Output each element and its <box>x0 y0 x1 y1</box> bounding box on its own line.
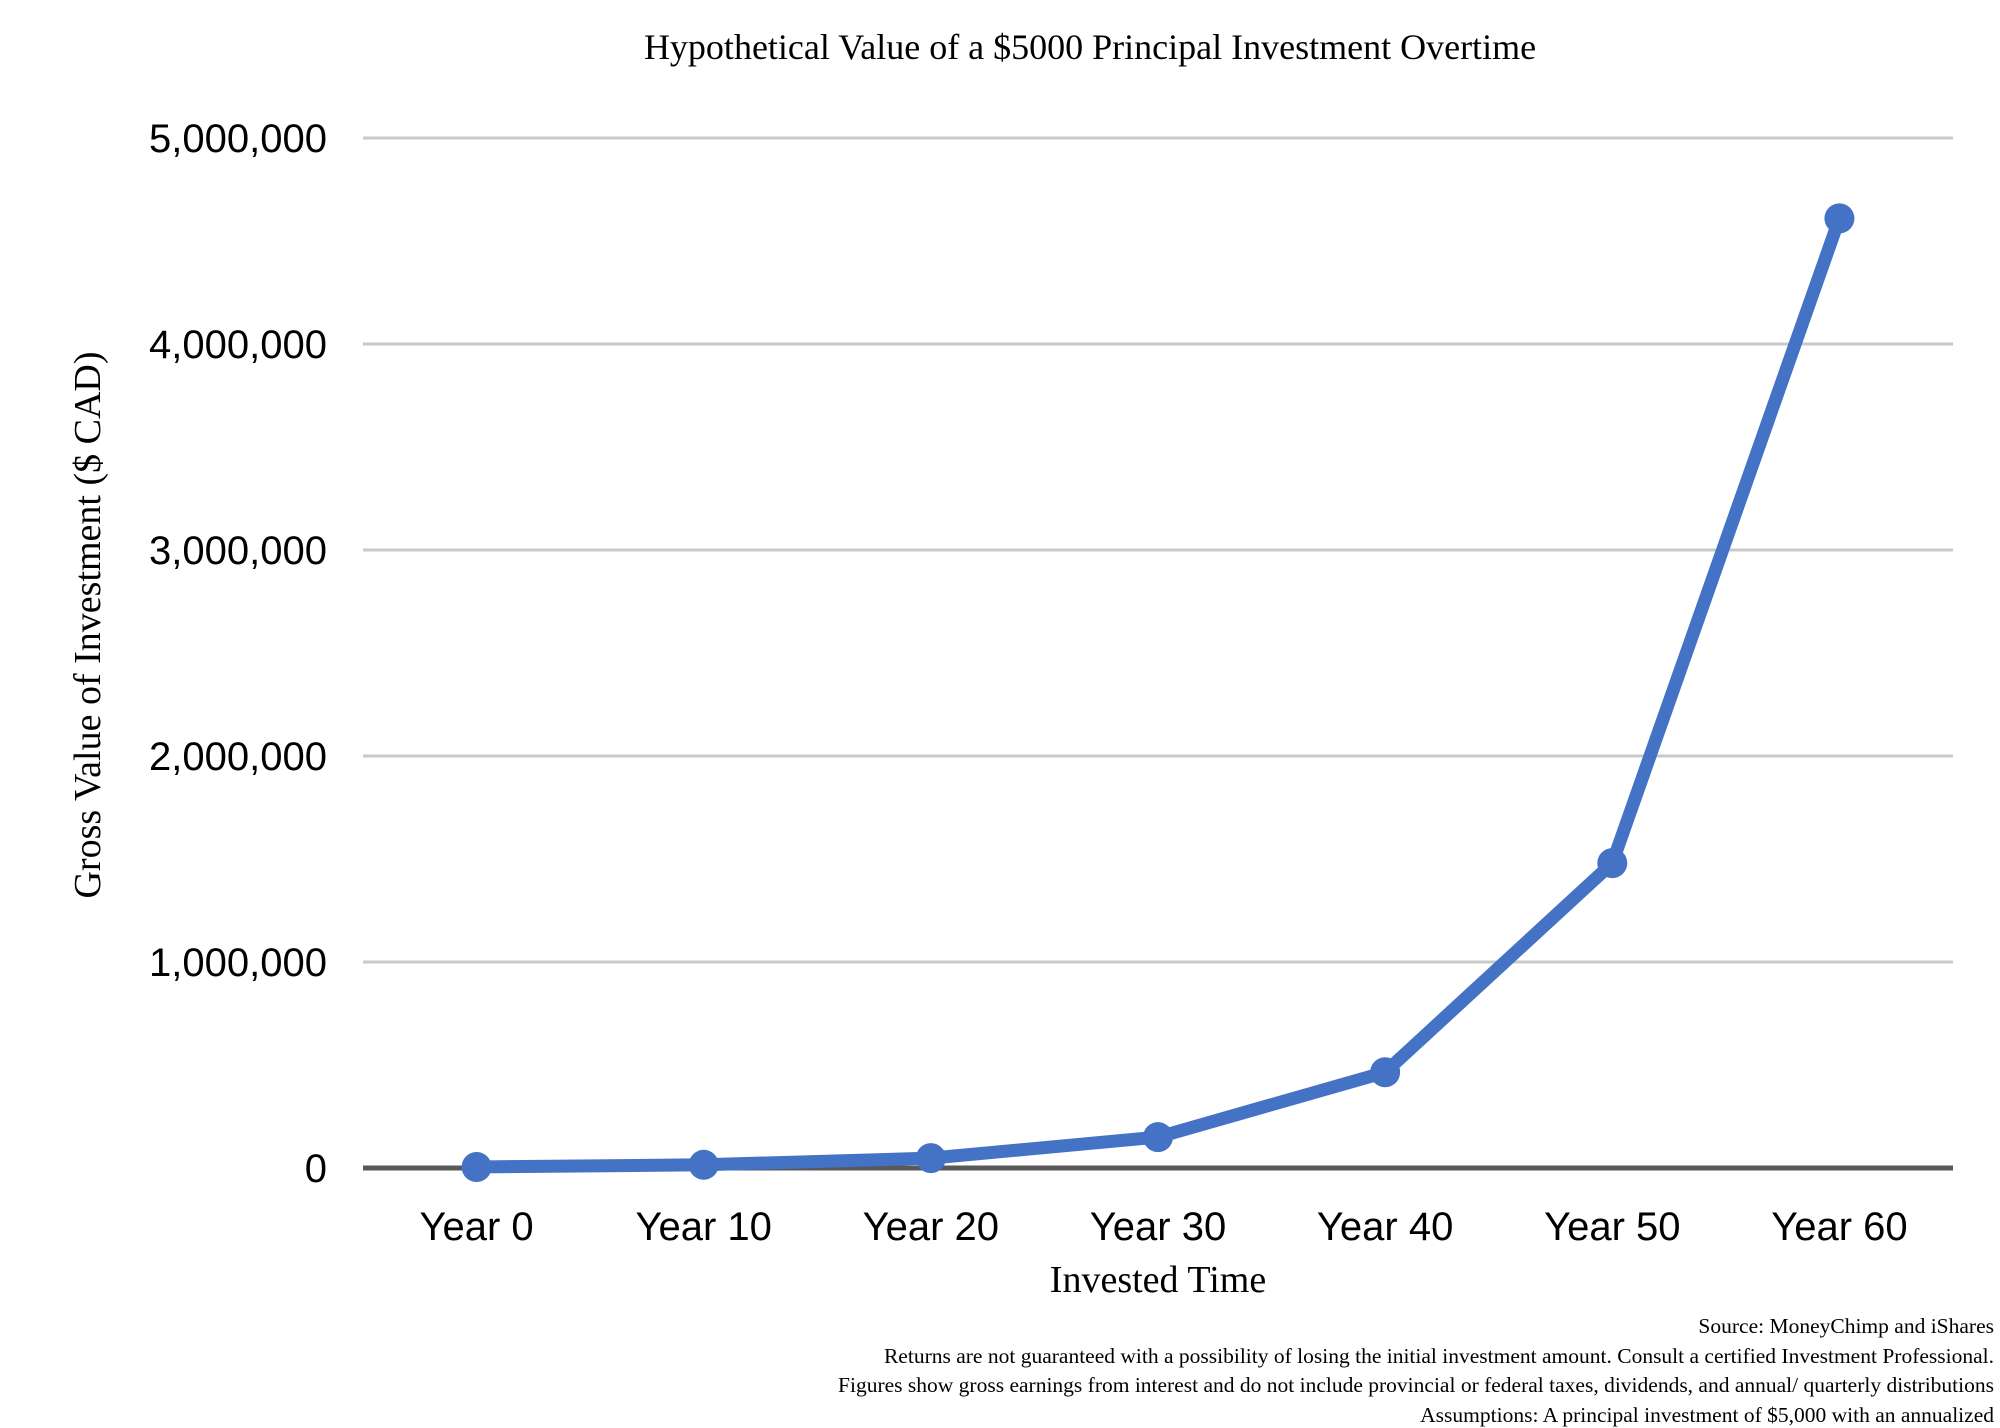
data-line <box>470 211 1846 1174</box>
y-tick-label: 2,000,000 <box>149 735 327 779</box>
data-point-marker[interactable] <box>1143 1122 1173 1153</box>
y-tick-label: 0 <box>305 1147 327 1191</box>
data-point-marker[interactable] <box>915 1143 946 1174</box>
footnote-gross-earnings: Figures show gross earnings from interes… <box>838 1373 1994 1397</box>
x-axis-title: Invested Time <box>1049 1259 1267 1301</box>
data-point-marker[interactable] <box>688 1149 719 1180</box>
x-tick-label: Year 20 <box>863 1205 999 1249</box>
x-tick-label: Year 60 <box>1771 1205 1907 1249</box>
footnote-assumptions: Assumptions: A principal investment of $… <box>1420 1402 1994 1427</box>
data-point-marker[interactable] <box>1597 848 1628 879</box>
data-point-marker[interactable] <box>1824 203 1855 234</box>
x-tick-label: Year 40 <box>1317 1205 1453 1249</box>
x-tick-label: Year 10 <box>635 1205 771 1249</box>
y-tick-label: 1,000,000 <box>149 941 327 985</box>
data-point-marker[interactable] <box>461 1151 492 1182</box>
chart-title: Hypothetical Value of a $5000 Principal … <box>643 27 1537 67</box>
y-tick-label: 4,000,000 <box>149 323 327 367</box>
footnote-disclaimer: Returns are not guaranteed with a possib… <box>883 1343 1994 1368</box>
y-tick-label: 5,000,000 <box>149 117 327 161</box>
data-point-marker[interactable] <box>1370 1057 1401 1088</box>
x-tick-label: Year 30 <box>1090 1205 1226 1249</box>
x-tick-label: Year 50 <box>1544 1205 1680 1249</box>
y-tick-label: 3,000,000 <box>149 529 327 573</box>
footnote-source: Source: MoneyChimp and iShares <box>1698 1314 1994 1338</box>
footnotes: Source: MoneyChimp and iShares Returns a… <box>594 1312 1994 1428</box>
x-tick-label: Year 0 <box>419 1205 533 1249</box>
